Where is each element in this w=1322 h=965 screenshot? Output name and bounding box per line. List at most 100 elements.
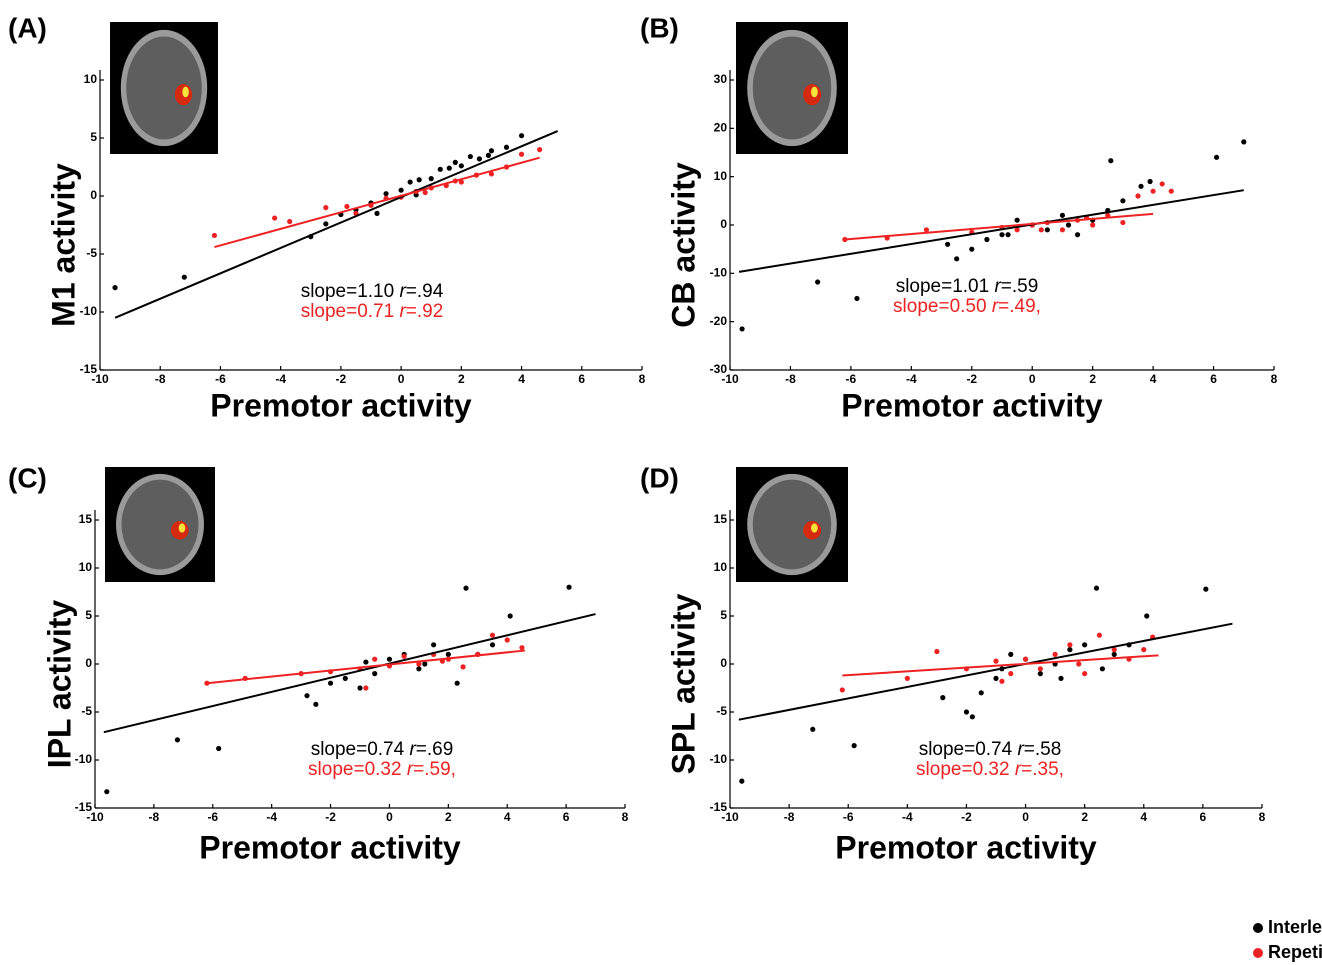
- y-tick-label: 15: [714, 512, 728, 526]
- annotation-part: r: [409, 739, 416, 760]
- point: [1096, 632, 1103, 638]
- point: [489, 632, 496, 638]
- y-tick-label: -15: [75, 800, 93, 814]
- point: [1058, 675, 1064, 682]
- y-tick-label: 20: [714, 121, 728, 135]
- x-tick-label: -8: [785, 372, 796, 386]
- annotation: slope=0.74 r=.69: [311, 739, 454, 760]
- x-tick-label: 8: [1271, 372, 1278, 386]
- x-tick-label: 4: [518, 372, 525, 386]
- y-tick-label: -10: [80, 304, 98, 318]
- point: [458, 179, 464, 185]
- point: [1052, 651, 1058, 658]
- point: [460, 664, 466, 670]
- panel-label: (C): [8, 462, 47, 493]
- point: [363, 685, 369, 691]
- legend-marker: [1253, 923, 1263, 933]
- legend-label: Interleaved: [1268, 917, 1322, 937]
- panel: (C)-10 -8 -6 -4 -2 0 2 4 6 8-15-10-5051015Premoto…: [8, 462, 629, 865]
- panel: (D)-10 -8 -6 -4 -2 0 2 4 6 8-15-10-5051015Premoto…: [640, 462, 1266, 865]
- fit-line: [214, 156, 540, 249]
- x-tick-label: -8: [784, 810, 795, 824]
- point: [401, 653, 407, 659]
- annotation-part: =.35,: [1021, 759, 1064, 780]
- y-axis-label: M1 activity: [45, 163, 81, 327]
- y-tick-label: 5: [85, 608, 92, 622]
- point: [313, 701, 319, 707]
- point: [954, 256, 960, 262]
- y-tick-label: -30: [710, 362, 728, 376]
- point: [1044, 227, 1050, 233]
- point: [323, 221, 329, 227]
- point: [1213, 154, 1220, 160]
- point: [476, 156, 482, 162]
- annotation: slope=0.71 r=.92: [301, 301, 444, 322]
- point: [181, 274, 187, 280]
- point: [904, 675, 910, 682]
- point: [287, 218, 293, 225]
- point: [416, 177, 422, 183]
- point: [428, 176, 434, 182]
- annotation-part: r: [399, 281, 406, 302]
- point: [1038, 227, 1044, 233]
- y-tick-label: 30: [714, 72, 728, 86]
- annotation-part: r: [1015, 759, 1022, 780]
- annotation-part: slope=0.32: [308, 759, 407, 780]
- y-tick-label: -20: [710, 314, 728, 328]
- x-tick-label: -10: [86, 810, 104, 824]
- point: [204, 680, 210, 686]
- x-tick-label: 6: [1210, 372, 1217, 386]
- point: [407, 179, 413, 185]
- y-axis-label: IPL activity: [41, 600, 77, 769]
- x-tick-label: 0: [1022, 810, 1029, 824]
- point: [489, 642, 496, 648]
- y-tick-label: 0: [720, 217, 727, 231]
- point: [422, 189, 428, 196]
- panel-label: (B): [640, 12, 679, 43]
- point: [1150, 188, 1156, 194]
- fit-line: [114, 130, 559, 319]
- point: [1082, 642, 1088, 648]
- point: [422, 661, 428, 667]
- x-tick-label: 2: [458, 372, 465, 386]
- point: [1067, 647, 1073, 653]
- point: [1005, 232, 1011, 238]
- brain-tissue: [121, 479, 199, 570]
- panel: (B)-10 -8 -6 -4 -2 0 2 4 6 8-30-20-100102030Premo…: [640, 12, 1278, 423]
- point: [1168, 188, 1174, 194]
- annotation-part: =.92: [406, 301, 444, 322]
- y-tick-label: 10: [714, 560, 728, 574]
- point: [452, 159, 458, 165]
- x-tick-label: -8: [149, 810, 160, 824]
- fit-line: [738, 622, 1233, 721]
- point: [507, 613, 513, 619]
- point: [342, 675, 348, 682]
- y-tick-label: 5: [90, 130, 97, 144]
- y-tick-label: -10: [710, 752, 728, 766]
- point: [1120, 219, 1126, 226]
- point: [398, 187, 404, 193]
- annotation-part: slope=0.74: [919, 739, 1018, 760]
- x-tick-label: 8: [1259, 810, 1266, 824]
- point: [923, 227, 930, 233]
- y-tick-label: -10: [710, 266, 728, 280]
- point: [467, 153, 473, 160]
- x-tick-label: -8: [155, 372, 166, 386]
- point: [739, 778, 745, 784]
- point: [357, 685, 363, 691]
- activation-peak: [182, 86, 189, 98]
- annotation-part: slope=0.71: [301, 301, 400, 322]
- point: [211, 232, 218, 239]
- point: [969, 714, 975, 720]
- annotation-part: r: [1017, 739, 1024, 760]
- annotation-part: r: [994, 276, 1001, 297]
- point: [1203, 586, 1209, 592]
- point: [1099, 666, 1105, 672]
- point: [445, 651, 451, 658]
- point: [1059, 227, 1066, 233]
- point: [1093, 585, 1100, 591]
- activation-peak: [811, 523, 818, 533]
- x-tick-label: -10: [721, 372, 739, 386]
- annotation: slope=0.74 r=.58: [919, 739, 1062, 760]
- annotation-part: =.59,: [413, 759, 456, 780]
